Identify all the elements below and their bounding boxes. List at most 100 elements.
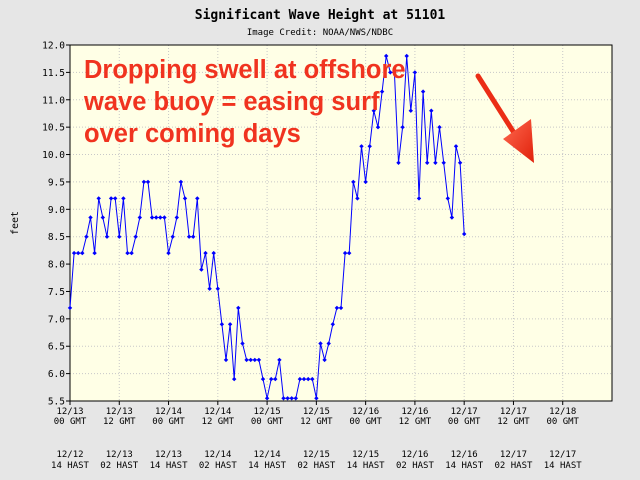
data-point — [281, 396, 286, 401]
data-point — [437, 125, 442, 130]
data-point — [158, 215, 163, 220]
data-point — [388, 70, 393, 75]
data-point — [117, 234, 122, 239]
data-point — [252, 357, 257, 363]
x-tick-label-hast1: 12/17 — [500, 450, 527, 460]
data-point — [420, 89, 426, 94]
data-point — [154, 215, 159, 220]
data-point — [293, 396, 298, 401]
data-point — [141, 179, 147, 185]
data-point — [445, 196, 450, 201]
data-point — [297, 376, 303, 382]
data-point — [211, 250, 216, 256]
data-point — [125, 250, 130, 256]
data-point — [129, 250, 134, 256]
data-point — [88, 215, 93, 220]
x-tick-label-hast1: 12/13 — [106, 450, 133, 460]
data-point — [384, 53, 389, 59]
x-tick-label-gmt1: 12/13 — [106, 407, 133, 417]
y-tick-label: 10.5 — [42, 123, 65, 134]
data-point — [244, 357, 249, 363]
data-point — [76, 250, 81, 256]
y-tick-label: 6.5 — [48, 342, 65, 353]
x-tick-label-hast1: 12/13 — [155, 450, 182, 460]
x-tick-label-gmt2: 00 GMT — [448, 417, 481, 427]
x-tick-label-gmt2: 12 GMT — [202, 417, 235, 427]
data-point — [145, 179, 151, 185]
annotation: Dropping swell at offshore wave buoy = e… — [83, 56, 406, 148]
data-point — [269, 376, 274, 382]
x-tick-label-hast1: 12/17 — [549, 450, 576, 460]
data-point — [449, 215, 455, 220]
data-point — [174, 215, 179, 220]
data-point — [379, 89, 385, 94]
data-point — [219, 322, 225, 327]
data-point — [453, 144, 459, 149]
data-point — [314, 396, 319, 401]
data-point — [104, 234, 110, 239]
x-tick-label-hast2: 02 HAST — [396, 461, 435, 471]
plot-area — [70, 45, 612, 401]
data-point — [137, 215, 142, 220]
data-point — [80, 250, 85, 256]
data-point — [371, 108, 376, 113]
data-point — [166, 250, 171, 256]
data-point — [84, 234, 89, 239]
data-point — [178, 179, 184, 185]
x-tick-label-hast2: 14 HAST — [347, 461, 386, 471]
y-tick-label: 9.0 — [48, 205, 65, 216]
x-tick-label-hast2: 02 HAST — [199, 461, 238, 471]
data-point — [425, 160, 430, 165]
x-tick-label-gmt1: 12/14 — [204, 407, 231, 417]
data-point — [186, 234, 192, 239]
data-point — [289, 396, 294, 401]
x-tick-label-hast1: 12/15 — [352, 450, 379, 460]
y-axis-label: feet — [10, 211, 21, 235]
grid — [70, 44, 612, 402]
data-point — [400, 125, 405, 130]
data-point — [433, 160, 438, 165]
y-axis: 5.5 6.0 6.5 7.0 7.5 8.0 8.5 9.0 9.5 10.0 10.5 11.0 1… — [42, 41, 70, 408]
x-tick-label-hast1: 12/14 — [204, 450, 231, 460]
data-point — [264, 396, 270, 401]
data-point — [240, 341, 245, 346]
data-point — [248, 357, 253, 363]
y-tick-label: 10.0 — [42, 150, 65, 161]
data-point — [375, 125, 381, 130]
x-tick-label-hast2: 14 HAST — [150, 461, 189, 471]
x-tick-label-hast2: 14 HAST — [248, 461, 287, 471]
data-point — [92, 250, 97, 256]
data-point — [108, 196, 114, 201]
data-point — [416, 196, 422, 201]
data-point — [347, 250, 352, 256]
data-point — [429, 108, 434, 113]
y-tick-label: 8.0 — [48, 260, 65, 271]
data-point — [412, 70, 418, 75]
data-point — [71, 250, 77, 256]
data-point — [100, 215, 105, 220]
y-tick-label: 7.5 — [48, 287, 65, 298]
x-tick-label-gmt2: 00 GMT — [251, 417, 284, 427]
data-point — [273, 376, 278, 382]
annotation-line-2: wave buoy = easing surf — [83, 88, 380, 116]
x-tick-label-gmt2: 12 GMT — [497, 417, 530, 427]
data-point — [351, 179, 356, 185]
image-credit: Image Credit: NOAA/NWS/NDBC — [247, 28, 393, 38]
data-point — [277, 357, 282, 363]
wave-height-series — [67, 53, 467, 401]
data-point — [256, 357, 262, 363]
data-point — [342, 250, 348, 256]
x-tick-label-gmt2: 00 GMT — [546, 417, 579, 427]
plot-border — [69, 44, 613, 402]
data-point — [182, 196, 188, 201]
x-tick-label-gmt1: 12/14 — [155, 407, 182, 417]
y-tick-label: 6.0 — [48, 369, 65, 380]
y-tick-label: 11.0 — [42, 95, 65, 106]
x-tick-label-gmt2: 12 GMT — [399, 417, 432, 427]
x-tick-label-gmt1: 12/18 — [549, 407, 576, 417]
data-point — [404, 53, 409, 59]
x-tick-label-gmt1: 12/17 — [451, 407, 478, 417]
arrow-icon — [475, 73, 534, 163]
annotation-line-1: Dropping swell at offshore — [84, 56, 406, 84]
y-tick-label: 11.5 — [42, 68, 65, 79]
